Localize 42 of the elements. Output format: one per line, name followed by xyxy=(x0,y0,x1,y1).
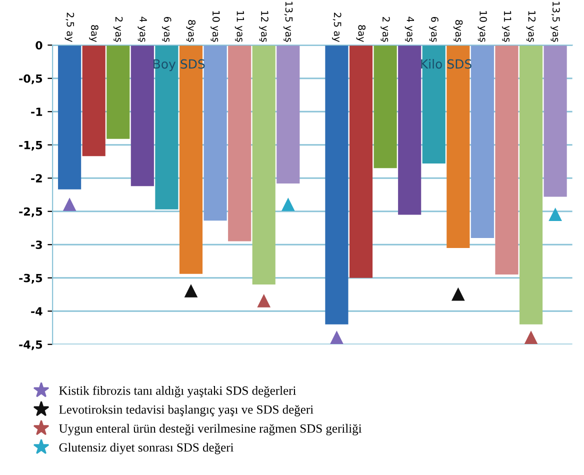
legend-label: Levotiroksin tedavisi başlangıç yaşı ve SDS değeri xyxy=(59,404,314,416)
point xyxy=(452,288,464,301)
y-tick-label: -4,5 xyxy=(19,340,42,350)
point xyxy=(524,331,538,344)
x-tick-label: 11 yaş xyxy=(234,11,244,42)
legend-label: Uygun enteral ürün desteği verilmesine rağmen SDS geriliği xyxy=(59,424,362,436)
x-tick-label: 12 yaş xyxy=(259,11,268,42)
y-tick-label: -1,5 xyxy=(19,140,42,151)
x-tick-label: 13,5 yaş xyxy=(550,2,560,42)
legend-label: Glutensiz diyet sonrası SDS değeri xyxy=(59,442,234,454)
x-tick-label: 2 yaş xyxy=(113,17,123,42)
x-tick-label: 6 yaş xyxy=(429,16,438,42)
x-tick-label: 4 yaş xyxy=(404,16,414,42)
y-tick-label: -0,5 xyxy=(19,74,42,84)
x-tick-label: 10 yaş xyxy=(478,11,487,42)
y-tick-label: -1 xyxy=(31,108,42,116)
y-tick-label: -3,5 xyxy=(19,274,42,284)
x-tick-label: 10 yaş xyxy=(210,11,220,42)
x-tick-label: 2 yaş xyxy=(380,17,390,42)
x-tick-label: 8yaş xyxy=(453,20,463,42)
y-tick-label: -2 xyxy=(31,174,42,182)
x-tick-label: 6 yaş xyxy=(162,16,172,42)
y-tick-label: -3 xyxy=(31,240,42,250)
point xyxy=(63,198,76,211)
legend-label: Kistik fibrozis tanı aldığı yaştaki SDS değerleri xyxy=(59,386,296,398)
x-tick-label: 8ay xyxy=(356,25,366,42)
point xyxy=(282,198,294,211)
y-tick-label: -2,5 xyxy=(19,207,42,218)
x-tick-label: 2,5 ay xyxy=(332,12,342,42)
x-tick-label: 8ay xyxy=(89,25,98,42)
x-tick-label: 8yaş xyxy=(186,20,196,42)
x-tick-label: 2,5 ay xyxy=(64,12,74,42)
y-tick-label: 0 xyxy=(36,41,42,50)
x-tick-label: 13,5 yaş xyxy=(283,2,293,42)
point xyxy=(184,284,198,298)
point xyxy=(549,208,562,221)
point xyxy=(258,294,270,308)
x-tick-label: 11 yaş xyxy=(502,11,512,42)
x-tick-label: 4 yaş xyxy=(138,16,147,42)
point xyxy=(330,331,343,344)
y-tick-label: -4 xyxy=(31,307,42,316)
x-tick-label: 12 yaş xyxy=(526,11,536,42)
